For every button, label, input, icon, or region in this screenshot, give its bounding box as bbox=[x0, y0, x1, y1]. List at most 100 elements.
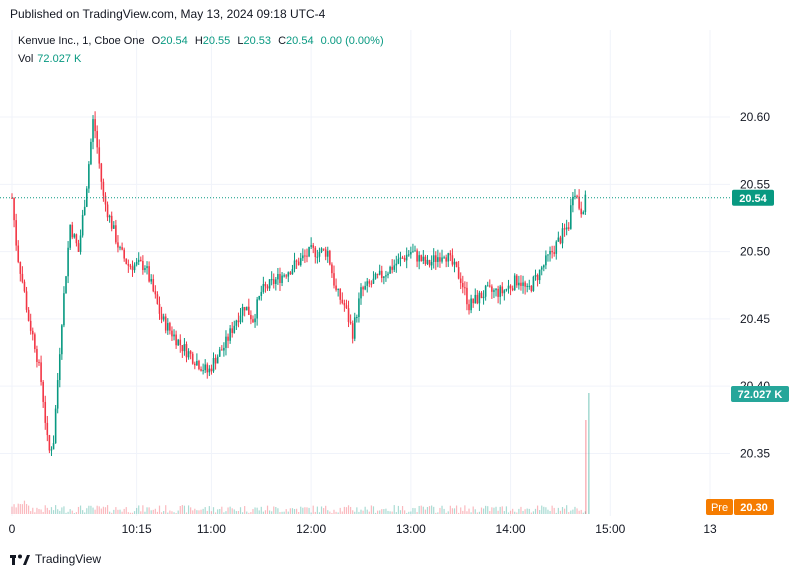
volume-bar bbox=[183, 505, 186, 514]
candle-body bbox=[501, 286, 504, 294]
candle-body bbox=[561, 228, 564, 244]
candle-body bbox=[447, 253, 450, 262]
candle-body bbox=[241, 307, 244, 316]
candle-body bbox=[248, 306, 250, 315]
candle-body bbox=[185, 344, 188, 358]
volume-bar bbox=[32, 507, 34, 514]
candle-body bbox=[40, 362, 42, 382]
candle-body bbox=[329, 250, 331, 265]
candle-body bbox=[65, 276, 67, 294]
volume-bars bbox=[11, 393, 590, 514]
volume-bar bbox=[325, 505, 327, 514]
symbol-title: Kenvue Inc., 1, Cboe One bbox=[18, 35, 145, 47]
low-label: L bbox=[237, 35, 244, 47]
volume-bar bbox=[71, 510, 73, 514]
candle-body bbox=[46, 422, 49, 436]
volume-bar bbox=[414, 508, 416, 514]
volume-bar bbox=[25, 504, 28, 514]
volume-bar bbox=[111, 512, 113, 514]
chart-legend: Kenvue Inc., 1, Cboe One O20.54 H20.55 L… bbox=[18, 35, 384, 47]
high-label: H bbox=[194, 35, 203, 47]
candle-body bbox=[459, 278, 462, 283]
candle-body bbox=[245, 306, 248, 311]
candle-body bbox=[516, 275, 518, 286]
volume-bar bbox=[69, 509, 71, 514]
volume-bar bbox=[46, 507, 48, 514]
volume-bar bbox=[227, 507, 229, 514]
candle-body bbox=[567, 227, 570, 229]
volume-bar bbox=[96, 505, 98, 514]
candle-body bbox=[565, 227, 568, 230]
volume-bar bbox=[387, 510, 389, 514]
candle-body bbox=[252, 319, 254, 323]
candle-body bbox=[200, 369, 202, 371]
candle-body bbox=[291, 269, 294, 275]
candle-body bbox=[81, 215, 84, 236]
volume-bar bbox=[318, 512, 321, 514]
candle-body bbox=[580, 208, 583, 215]
volume-bar bbox=[323, 508, 325, 514]
volume-bar bbox=[158, 505, 161, 514]
candle-body bbox=[306, 255, 308, 257]
candle-body bbox=[472, 298, 474, 304]
candle-body bbox=[368, 281, 371, 284]
volume-bar bbox=[503, 511, 505, 514]
volume-bar bbox=[55, 505, 57, 514]
volume-bar bbox=[437, 512, 439, 514]
candle-body bbox=[104, 195, 107, 205]
volume-bar bbox=[412, 507, 414, 514]
x-tick-label: 13:00 bbox=[396, 522, 426, 536]
candle-body bbox=[283, 275, 285, 277]
volume-bar bbox=[302, 507, 304, 514]
candle-body bbox=[326, 250, 329, 257]
volume-bar bbox=[480, 507, 483, 514]
volume-bar bbox=[495, 506, 497, 514]
candle-body bbox=[383, 276, 385, 278]
volume-bar bbox=[121, 511, 123, 514]
y-tick-label: 20.60 bbox=[740, 110, 770, 124]
candle-body bbox=[376, 273, 379, 275]
candle-body bbox=[441, 257, 443, 262]
candle-body bbox=[395, 263, 398, 266]
candle-body bbox=[206, 364, 209, 373]
volume-bar bbox=[493, 507, 495, 514]
volume-bar bbox=[133, 511, 136, 514]
tradingview-brand[interactable]: TradingView bbox=[10, 552, 101, 566]
volume-bar bbox=[551, 505, 553, 514]
candle-body bbox=[351, 323, 354, 339]
candle-body bbox=[79, 235, 82, 252]
volume-bar bbox=[79, 505, 82, 514]
candle-body bbox=[526, 285, 528, 287]
volume-bar bbox=[443, 508, 445, 514]
candle-body bbox=[499, 286, 501, 297]
volume-bar bbox=[235, 511, 237, 514]
candle-body bbox=[418, 255, 420, 262]
candle-body bbox=[212, 358, 215, 372]
volume-bar bbox=[165, 505, 167, 514]
candle-body bbox=[370, 283, 373, 285]
candle-body bbox=[148, 266, 150, 282]
volume-bar bbox=[142, 505, 144, 514]
volume-bar bbox=[17, 503, 19, 514]
candle-body bbox=[449, 253, 452, 256]
candle-body bbox=[374, 273, 377, 279]
volume-bar bbox=[138, 505, 140, 514]
candle-body bbox=[90, 141, 92, 165]
candle-body bbox=[129, 265, 132, 267]
candle-body bbox=[391, 266, 393, 270]
volume-bar bbox=[144, 511, 146, 514]
candle-body bbox=[289, 272, 292, 275]
candle-body bbox=[482, 296, 485, 299]
candle-body bbox=[410, 251, 412, 255]
candle-body bbox=[324, 249, 327, 257]
x-tick-label: 0 bbox=[9, 522, 16, 536]
candle-body bbox=[451, 255, 454, 265]
candle-body bbox=[275, 279, 277, 284]
published-info: Published on TradingView.com, May 13, 20… bbox=[10, 7, 326, 21]
volume-bar bbox=[241, 512, 244, 514]
candle-body bbox=[318, 251, 321, 257]
candle-body bbox=[194, 363, 196, 366]
candle-body bbox=[437, 257, 439, 262]
candle-body bbox=[466, 287, 468, 305]
